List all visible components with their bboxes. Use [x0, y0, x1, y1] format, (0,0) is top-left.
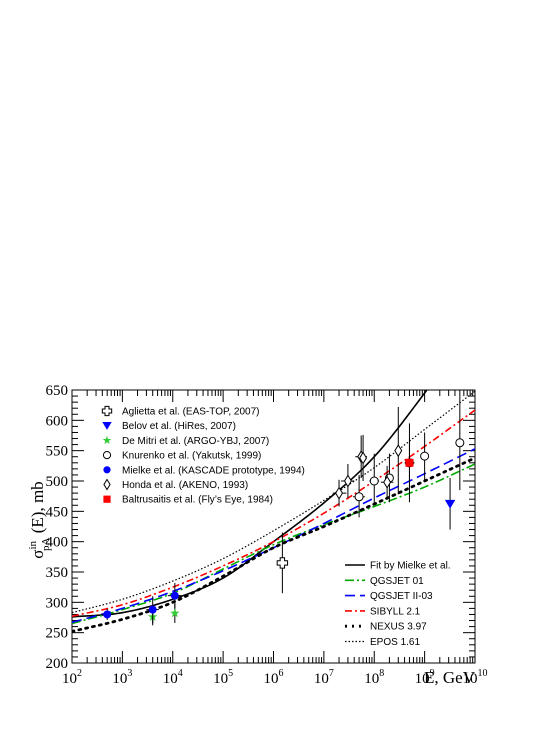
legend-label: QGSJET 01: [370, 576, 424, 587]
legend-label: QGSJET II-03: [370, 591, 433, 602]
y-tick-label: 250: [46, 626, 69, 642]
data-point: [394, 444, 403, 458]
series-line: [72, 456, 475, 633]
legend-label: Mielke et al. (KASCADE prototype, 1994): [122, 465, 305, 476]
legend-label: De Mitri et al. (ARGO-YBJ, 2007): [122, 436, 269, 447]
data-point: [405, 458, 414, 467]
y-tick-label: 200: [46, 656, 69, 672]
x-axis-title: E, GeV: [424, 668, 476, 687]
legend-models: Fit by Mielke et al. QGSJET 01 QGSJET II-0…: [345, 561, 451, 648]
legend-label: Baltrusaitis et al. (Fly’s Eye, 1984): [122, 495, 273, 506]
data-point: [335, 486, 344, 500]
model-curves: [72, 390, 475, 633]
data-point: [354, 492, 364, 502]
y-tick-label: 600: [46, 413, 69, 429]
x-tick-label: 1010: [463, 668, 488, 687]
data-point: [103, 478, 111, 491]
data-points: [101, 396, 465, 626]
data-point: [170, 608, 180, 618]
data-point: [455, 438, 465, 448]
x-tick-label: 108: [364, 668, 384, 687]
tick-labels: 102 103 104 105 106 107 108 109 1010 200 250 300 350…: [46, 383, 488, 687]
data-point: [359, 451, 368, 465]
legend-label: NEXUS 3.97: [370, 622, 427, 633]
data-point: [420, 451, 430, 461]
series-line: [72, 409, 475, 618]
data-point: [369, 476, 379, 486]
data-point: [102, 451, 112, 460]
x-tick-label: 109: [415, 668, 435, 687]
legend-label: Belov et al. (HiRes, 2007): [122, 421, 236, 432]
data-point: [103, 495, 111, 503]
y-tick-label: 550: [46, 444, 69, 460]
series-line: [72, 463, 475, 625]
series-line: [72, 390, 475, 614]
y-tick-label: 450: [46, 504, 69, 520]
data-point: [102, 421, 112, 430]
x-tick-label: 102: [62, 668, 82, 687]
data-point: [103, 466, 111, 474]
data-point: [103, 610, 112, 619]
data-point: [101, 405, 113, 417]
data-point: [444, 499, 456, 509]
legend-label: SIBYLL 2.1: [370, 606, 421, 617]
y-axis-title-sub: pA: [40, 537, 52, 551]
legend-label: Knurenko et al. (Yakutsk, 1999): [122, 451, 261, 462]
y-axis-title-symbol: σ: [28, 550, 47, 559]
data-point: [383, 475, 392, 489]
y-axis-title: σinpA (E), mb: [27, 481, 52, 558]
y-tick-label: 400: [46, 535, 69, 551]
axis-ticks: [71, 389, 476, 664]
y-tick-label: 350: [46, 565, 69, 581]
y-tick-label: 650: [46, 383, 69, 399]
y-tick-label: 500: [46, 474, 69, 490]
y-tick-label: 300: [46, 595, 69, 611]
y-axis-title-sup: in: [27, 540, 39, 549]
data-point: [148, 605, 157, 614]
svg-text:σinpA (E), mb: σinpA (E), mb: [27, 481, 52, 558]
y-axis-title-rest: (E), mb: [28, 481, 47, 537]
legend-data: Aglietta et al. (EAS-TOP, 2007) Belov et …: [101, 405, 305, 506]
x-tick-label: 104: [163, 668, 183, 687]
legend-label: EPOS 1.61: [370, 637, 420, 648]
legend-label: Aglietta et al. (EAS-TOP, 2007): [122, 407, 259, 418]
x-tick-label: 106: [264, 668, 284, 687]
data-point: [276, 557, 289, 569]
data-point: [102, 435, 112, 445]
data-point: [170, 591, 179, 600]
x-tick-label: 105: [213, 668, 233, 687]
x-tick-label: 107: [314, 668, 334, 687]
legend-label: Fit by Mielke et al.: [370, 561, 451, 572]
data-point: [343, 474, 352, 488]
x-tick-label: 103: [112, 668, 132, 687]
legend-label: Honda et al. (AKENO, 1993): [122, 480, 248, 491]
